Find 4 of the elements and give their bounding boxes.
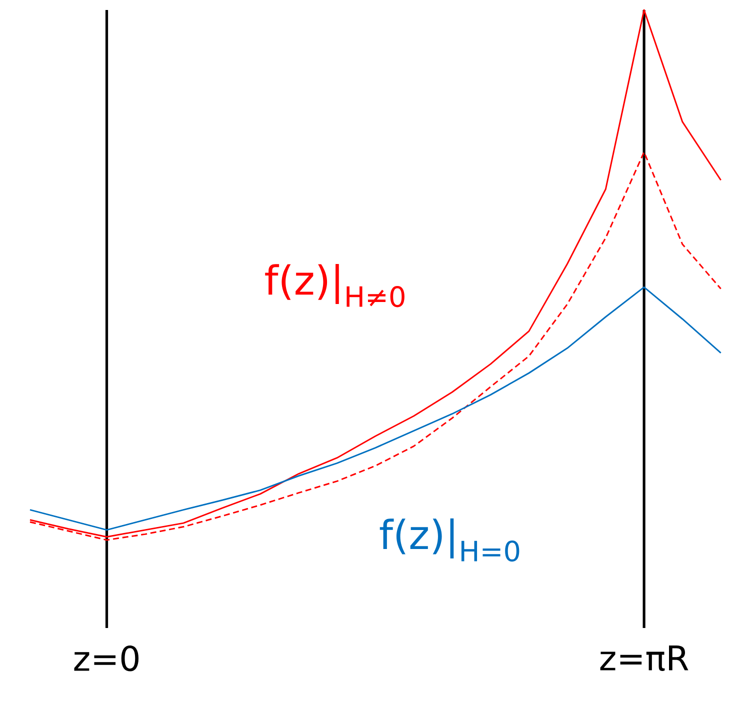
x-tick-label: z=0 [74, 646, 138, 672]
text: f(z)|$_{H≠0}$ [265, 264, 404, 308]
x-tick-label: z=πR [600, 646, 688, 671]
series-label: f(z)|$_{H=0}$ [380, 518, 520, 562]
